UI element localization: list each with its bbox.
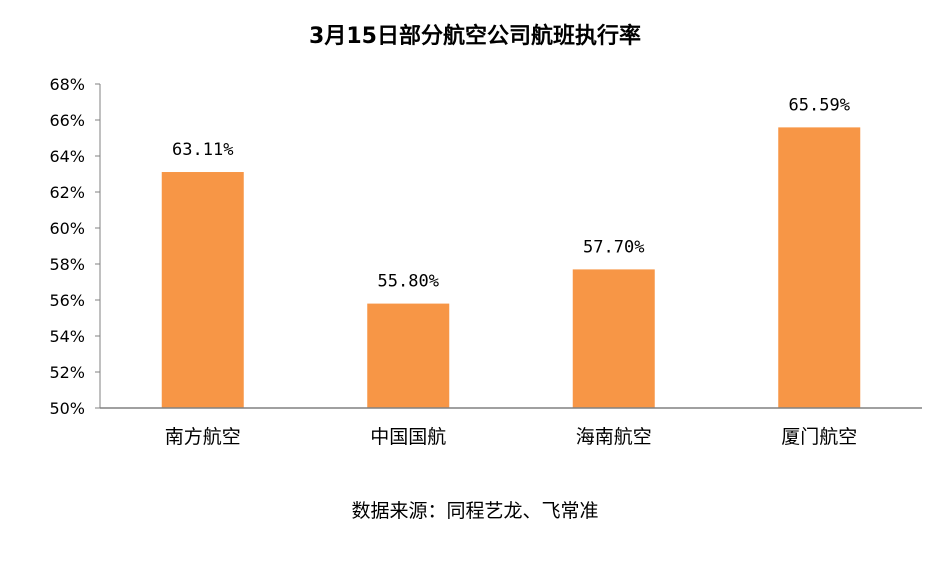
data-label: 55.80% [378, 272, 439, 292]
bar [161, 172, 244, 408]
y-tick-label: 50% [49, 399, 85, 418]
x-tick-label: 厦门航空 [781, 426, 857, 448]
x-tick-label: 海南航空 [576, 426, 652, 448]
data-label: 57.70% [583, 237, 644, 257]
data-label: 65.59% [789, 95, 850, 115]
y-tick-label: 52% [49, 363, 85, 382]
x-tick-label: 南方航空 [165, 426, 241, 448]
y-tick-label: 68% [49, 75, 85, 94]
data-label: 63.11% [172, 140, 233, 160]
y-tick-label: 58% [49, 255, 85, 274]
data-source-note: 数据来源：同程艺龙、飞常准 [351, 500, 599, 522]
bar [367, 303, 450, 408]
y-tick-label: 54% [49, 327, 85, 346]
y-tick-label: 66% [49, 111, 85, 130]
y-tick-label: 56% [49, 291, 85, 310]
y-tick-label: 64% [49, 147, 85, 166]
bar [572, 269, 655, 408]
y-tick-label: 60% [49, 219, 85, 238]
y-tick-label: 62% [49, 183, 85, 202]
chart-title: 3月15日部分航空公司航班执行率 [309, 24, 641, 49]
x-tick-label: 中国国航 [370, 426, 446, 448]
bar [778, 127, 861, 408]
